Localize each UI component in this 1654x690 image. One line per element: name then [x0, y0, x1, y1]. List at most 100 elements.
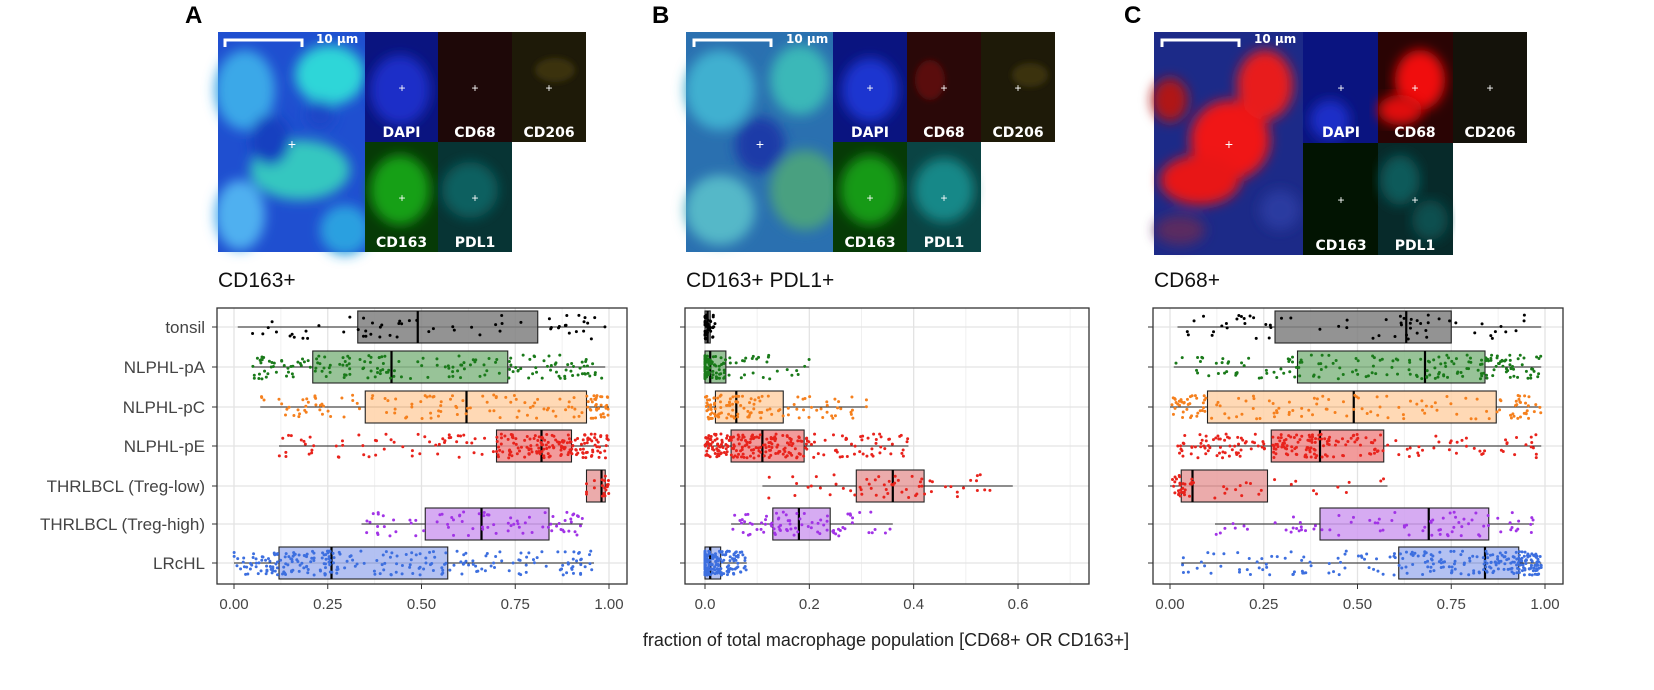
data-point	[480, 525, 484, 529]
data-point	[1345, 414, 1349, 418]
data-point	[1449, 402, 1453, 406]
data-point	[362, 453, 366, 457]
data-point	[1320, 455, 1324, 459]
data-point	[531, 558, 535, 562]
data-point	[317, 354, 321, 358]
data-point	[334, 444, 338, 448]
data-point	[1285, 444, 1289, 448]
data-point	[472, 451, 476, 455]
data-point	[1244, 399, 1248, 403]
data-point	[713, 568, 717, 572]
channel-label-cd163-c: CD163	[1315, 238, 1366, 254]
channel-label-cd206-c: CD206	[1464, 125, 1515, 141]
data-point	[732, 447, 736, 451]
data-point	[1515, 563, 1519, 567]
data-point	[512, 522, 516, 526]
data-point	[567, 529, 571, 533]
data-point	[1422, 554, 1426, 558]
data-point	[1297, 366, 1301, 370]
data-point	[383, 354, 387, 358]
data-point	[447, 433, 451, 437]
data-point	[1426, 559, 1430, 563]
data-point	[1313, 448, 1317, 452]
data-point	[1497, 362, 1501, 366]
data-point	[589, 454, 593, 458]
data-point	[470, 441, 474, 445]
data-point	[478, 333, 482, 337]
data-point	[311, 549, 315, 553]
data-point	[801, 397, 805, 401]
data-point	[1251, 394, 1255, 398]
data-point	[725, 434, 729, 438]
data-point	[1310, 438, 1314, 442]
data-point	[719, 550, 723, 554]
data-point	[1372, 567, 1376, 571]
data-point	[564, 408, 568, 412]
data-point	[703, 331, 707, 335]
data-point	[1181, 556, 1185, 560]
data-point	[451, 365, 455, 369]
data-point	[573, 530, 577, 534]
data-point	[728, 397, 732, 401]
data-point	[873, 528, 877, 532]
data-point	[955, 495, 959, 499]
data-point	[1491, 553, 1495, 557]
data-point	[419, 400, 423, 404]
data-point	[549, 325, 553, 329]
data-point	[378, 372, 382, 376]
data-point	[822, 453, 826, 457]
data-point	[1242, 364, 1246, 368]
data-point	[340, 396, 344, 400]
data-point	[1196, 371, 1200, 375]
data-point	[1437, 370, 1441, 374]
data-point	[768, 377, 772, 381]
data-point	[1445, 394, 1449, 398]
data-point	[1225, 487, 1229, 491]
data-point	[748, 401, 752, 405]
data-point	[381, 361, 385, 365]
data-point	[1426, 313, 1430, 317]
data-point	[1492, 569, 1496, 573]
data-point	[449, 436, 453, 440]
data-point	[818, 486, 822, 490]
data-point	[751, 371, 755, 375]
data-point	[728, 555, 732, 559]
data-point	[252, 373, 256, 377]
data-point	[549, 368, 553, 372]
data-point	[552, 446, 556, 450]
data-point	[774, 432, 778, 436]
data-point	[527, 452, 531, 456]
data-point	[433, 555, 437, 559]
data-point	[709, 442, 713, 446]
category-label: NLPHL-pC	[123, 398, 205, 417]
data-point	[884, 487, 888, 491]
data-point	[465, 441, 469, 445]
data-point	[810, 405, 814, 409]
data-point	[1467, 573, 1471, 577]
data-point	[516, 368, 520, 372]
data-point	[858, 485, 862, 489]
data-point	[322, 366, 326, 370]
data-point	[279, 558, 283, 562]
data-point	[710, 376, 714, 380]
data-point	[740, 550, 744, 554]
data-point	[444, 551, 448, 555]
data-point	[1481, 556, 1485, 560]
data-point	[734, 449, 738, 453]
data-point	[1531, 518, 1535, 522]
data-point	[1314, 437, 1318, 441]
data-point	[1446, 534, 1450, 538]
plot-frame	[1152, 307, 1564, 585]
data-point	[759, 527, 763, 531]
data-point	[421, 356, 425, 360]
data-point	[825, 403, 829, 407]
data-point	[383, 397, 387, 401]
data-point	[1419, 357, 1423, 361]
data-point	[1472, 446, 1476, 450]
data-point	[1529, 558, 1533, 562]
data-point	[1514, 329, 1518, 333]
data-point	[1177, 399, 1181, 403]
data-point	[1533, 563, 1537, 567]
data-point	[270, 320, 274, 324]
